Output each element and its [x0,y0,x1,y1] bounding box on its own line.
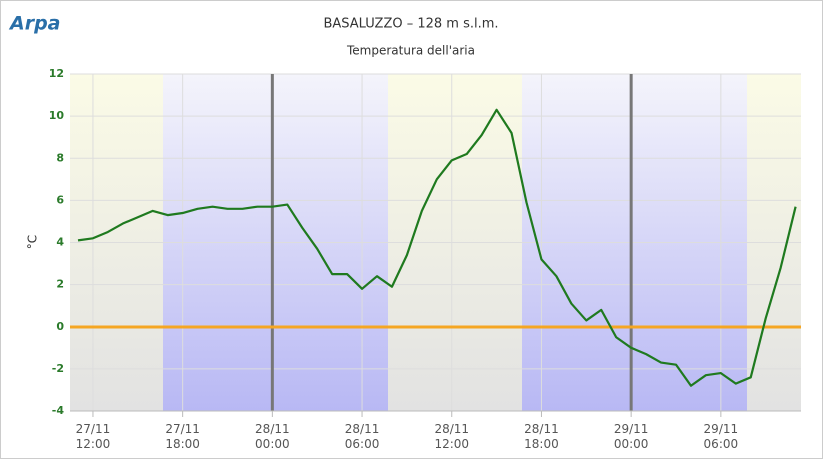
y-tick-label: 2 [56,278,64,291]
x-tick-label-line: 27/11 [165,422,200,436]
x-tick-label: 28/11 00:00 [255,422,290,451]
x-tick-label-line: 00:00 [614,437,649,451]
x-tick-label-line: 12:00 [434,437,469,451]
x-tick-label-line: 28/11 [524,422,559,436]
x-tick-label-line: 28/11 [345,422,380,436]
logo: Arpa [8,13,61,35]
temperature-line [77,108,797,387]
y-tick-label: 8 [56,151,64,164]
x-tick-label: 27/11 12:00 [76,422,111,451]
x-tick-label-line: 06:00 [345,437,380,451]
chart-subtitle: Temperatura dell'aria [346,44,475,58]
x-tick-label: 29/11 06:00 [704,422,739,451]
x-tick-label: 28/11 18:00 [524,422,559,451]
x-tick-label-line: 28/11 [434,422,469,436]
y-tick-label: 0 [56,320,64,333]
x-tick-label-line: 00:00 [255,437,290,451]
x-tick-label: 28/11 12:00 [434,422,469,451]
y-tick-label: 10 [49,109,65,122]
x-tick-label-line: 18:00 [524,437,559,451]
x-tick-label-line: 12:00 [76,437,111,451]
x-tick-label-line: 06:00 [704,437,739,451]
x-tick-label: 27/11 18:00 [165,422,200,451]
y-tick-label: 12 [49,67,64,80]
x-tick-label-line: 18:00 [165,437,200,451]
x-tick-label: 28/11 06:00 [345,422,380,451]
y-tick-label: 4 [56,236,64,249]
y-tick-label: -4 [52,404,65,417]
x-tick-label-line: 27/11 [76,422,111,436]
x-tick-label: 29/11 00:00 [614,422,649,451]
chart-title: BASALUZZO – 128 m s.l.m. [323,17,498,32]
y-tick-label: -2 [52,362,64,375]
x-tick-label-line: 29/11 [704,422,739,436]
x-tick-label-line: 28/11 [255,422,290,436]
x-tick-label-line: 29/11 [614,422,649,436]
y-tick-label: 6 [56,193,64,206]
y-axis-label: °C [26,235,40,249]
